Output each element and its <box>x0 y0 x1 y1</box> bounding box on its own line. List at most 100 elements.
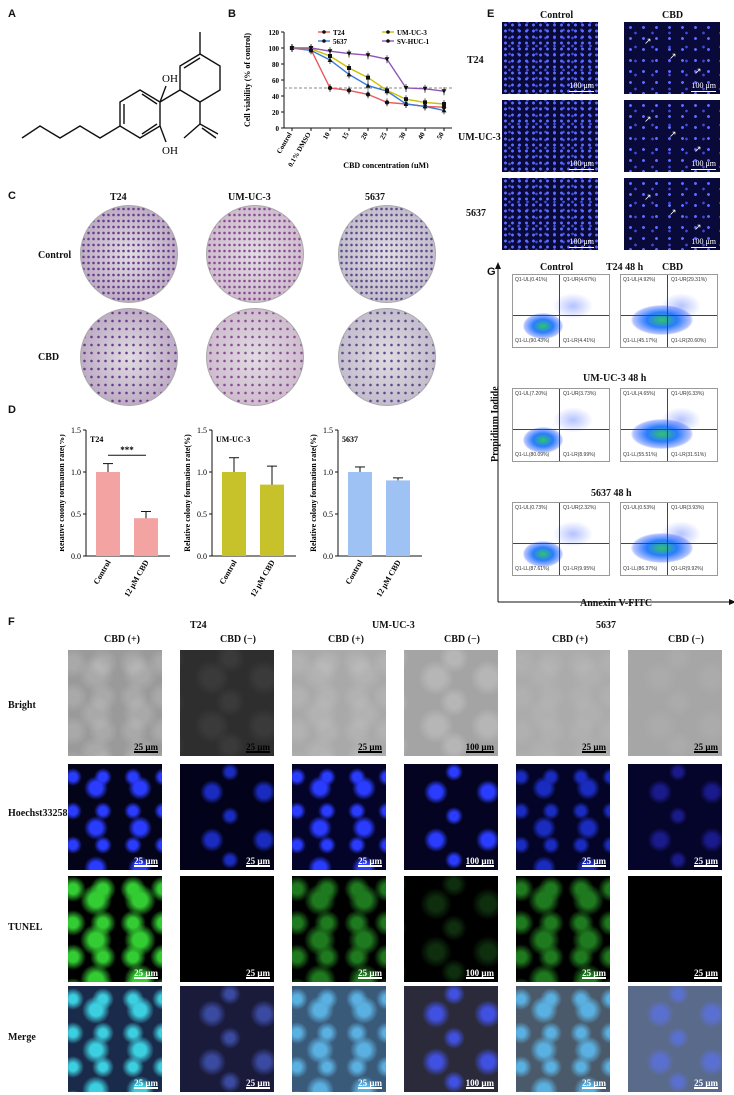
hoechst-row-umuc3: UM-UC-3 <box>458 132 501 143</box>
data-point <box>403 86 409 91</box>
colony-col-5637: 5637 <box>365 192 385 203</box>
flow-xlabel: Annexin V-FITC <box>580 598 653 609</box>
bar-Control <box>96 472 120 556</box>
scale-bar: 100 μm <box>691 237 716 248</box>
quadrant-ll: Q1-LL(90.43%) <box>515 338 550 344</box>
x-tick-label: 20 <box>359 131 370 141</box>
scale-bar: 25 μm <box>246 968 270 979</box>
scale-bar: 25 μm <box>694 742 718 753</box>
quadrant-h-line <box>513 315 609 316</box>
colony-row-control: Control <box>38 250 72 261</box>
tunel-image-Hoechst33258-3: 100 μm <box>404 764 498 870</box>
nuclei-pattern <box>502 22 598 94</box>
scale-bar: 100 μm <box>569 159 594 170</box>
scale-bar: 25 μm <box>246 742 270 753</box>
bar-12 μM CBD <box>134 518 158 556</box>
colony-row-cbd: CBD <box>38 352 60 363</box>
scale-bar: 25 μm <box>582 968 606 979</box>
data-point <box>403 101 409 106</box>
colony-col-t24: T24 <box>110 192 127 203</box>
bar-category-label: Control <box>344 558 365 586</box>
tunel-image-Merge-3: 100 μm <box>404 986 498 1092</box>
quadrant-h-line <box>513 429 609 430</box>
scale-bar: 100 μm <box>569 81 594 92</box>
cell-population <box>523 427 563 453</box>
tunel-row-Bright: Bright <box>8 700 36 711</box>
quadrant-ur: Q1-UR(6.33%) <box>671 391 705 397</box>
colony-dish-UM-UC-3-CBD <box>206 308 304 406</box>
flow-plot-T24 48 h-CBD: Q1-UL(4.92%) Q1-UR(29.31%) Q1-LL(45.17%) Q1… <box>620 274 718 348</box>
scale-bar: 25 μm <box>358 1078 382 1089</box>
data-point <box>328 54 332 58</box>
scale-bar: 25 μm <box>694 856 718 867</box>
quadrant-h-line <box>621 315 717 316</box>
tunel-image-Bright-1: 25 μm <box>180 650 274 756</box>
scale-bar: 25 μm <box>358 856 382 867</box>
quadrant-ul: Q1-UL(0.41%) <box>515 277 548 283</box>
tunel-image-TUNEL-1: 25 μm <box>180 876 274 982</box>
arrow-icon: ↗ <box>694 144 702 154</box>
scale-bar: 100 μm <box>465 742 495 753</box>
bar-category-label: Control <box>92 558 113 586</box>
tunel-col-header: CBD (−) <box>668 634 704 645</box>
data-point <box>346 71 352 77</box>
colony-dish-T24-Control <box>80 205 178 303</box>
panel-label-d: D <box>8 404 16 416</box>
data-point <box>347 66 351 70</box>
tunel-image-Merge-5: 25 μm <box>628 986 722 1092</box>
bar-y-tick-label: 0.5 <box>323 510 333 519</box>
data-point <box>365 83 371 88</box>
colony-dish-T24-CBD <box>80 308 178 406</box>
scale-bar: 100 μm <box>465 968 495 979</box>
cbd-structure-diagram: OH OH <box>21 32 221 157</box>
cell-population <box>631 419 693 449</box>
tunel-image-Hoechst33258-4: 25 μm <box>516 764 610 870</box>
x-tick-label: 30 <box>397 131 408 141</box>
tunel-col-header: CBD (+) <box>328 634 364 645</box>
data-point <box>442 102 446 106</box>
colony-bar-charts: 0.0 0.5 1.0 1.5 T24 Relative colony formation… <box>60 426 422 598</box>
bar-category-label: 12 μM CBD <box>248 558 276 598</box>
scale-bar: 100 μm <box>569 237 594 248</box>
bar-Control <box>222 472 246 556</box>
significance-label: *** <box>120 445 134 455</box>
data-point <box>365 53 371 58</box>
flow-col-control: Control <box>540 262 574 273</box>
colony-dish-5637-CBD <box>338 308 436 406</box>
hoechst-image-UM-UC-3-Control: 100 μm <box>502 100 598 172</box>
bar-y-axis-title: Relative colony formation rate(%) <box>60 434 66 552</box>
arrow-icon: ↗ <box>644 114 652 124</box>
quadrant-h-line <box>621 429 717 430</box>
y-tick-label: 60 <box>272 77 280 85</box>
tunel-image-Hoechst33258-1: 25 μm <box>180 764 274 870</box>
x-tick-label: 15 <box>340 131 351 141</box>
bar-category-label: Control <box>218 558 239 586</box>
panel-label-a: A <box>8 8 16 20</box>
quadrant-ur: Q1-UR(29.31%) <box>671 277 707 283</box>
tunel-group-5637: 5637 <box>596 620 616 631</box>
colony-dish-5637-Control <box>338 205 436 303</box>
quadrant-ur: Q1-UR(3.73%) <box>563 391 597 397</box>
flow-axes <box>495 262 734 605</box>
tunel-image-TUNEL-0: 25 μm <box>68 876 162 982</box>
bar-y-tick-label: 0.0 <box>323 552 333 561</box>
x-tick-label: 25 <box>378 131 389 141</box>
flow-col-cbd: CBD <box>662 262 684 273</box>
tunel-col-header: CBD (−) <box>220 634 256 645</box>
quadrant-lr: Q1-LR(4.41%) <box>563 338 596 344</box>
flow-row-t24: T24 48 h <box>606 262 644 273</box>
bar-12 μM CBD <box>386 480 410 556</box>
y-tick-label: 100 <box>269 45 280 53</box>
bar-y-tick-label: 1.5 <box>323 426 333 435</box>
y-axis-title: Cell viability (% of control) <box>243 33 252 127</box>
y-tick-label: 20 <box>272 109 280 117</box>
data-point <box>308 46 314 51</box>
legend-marker <box>322 30 326 34</box>
quadrant-ll: Q1-LL(87.61%) <box>515 566 550 572</box>
x-tick-label: 10 <box>321 131 332 141</box>
data-point <box>441 107 447 113</box>
scale-bar: 25 μm <box>582 1078 606 1089</box>
scale-bar: 25 μm <box>134 742 158 753</box>
tunel-image-Bright-5: 25 μm <box>628 650 722 756</box>
nuclei-pattern <box>502 178 598 250</box>
